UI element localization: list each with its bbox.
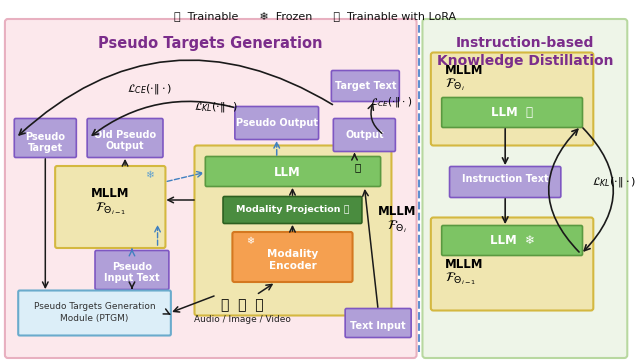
Text: 🎧  🏔  🎬: 🎧 🏔 🎬 [221, 298, 264, 312]
FancyBboxPatch shape [431, 53, 593, 146]
Text: LLM: LLM [274, 166, 301, 179]
FancyBboxPatch shape [95, 250, 169, 290]
Text: $\mathcal{F}_{\Theta_{i}}$: $\mathcal{F}_{\Theta_{i}}$ [445, 76, 465, 93]
FancyBboxPatch shape [87, 118, 163, 158]
Text: 🔥  Trainable      ❄  Frozen      💧  Trainable with LoRA: 🔥 Trainable ❄ Frozen 💧 Trainable with Lo… [174, 12, 456, 22]
Text: Pseudo: Pseudo [26, 132, 65, 142]
FancyBboxPatch shape [235, 106, 319, 139]
Text: MLLM: MLLM [91, 187, 129, 200]
Text: Pseudo Targets Generation: Pseudo Targets Generation [99, 36, 323, 51]
Text: MLLM: MLLM [445, 64, 484, 77]
Text: MLLM: MLLM [445, 258, 484, 271]
Text: Pseudo Targets Generation: Pseudo Targets Generation [34, 302, 156, 311]
FancyBboxPatch shape [442, 98, 582, 127]
Text: Target: Target [28, 143, 63, 153]
FancyBboxPatch shape [55, 166, 165, 248]
FancyBboxPatch shape [18, 290, 171, 335]
Text: $\mathcal{L}_{CE}(\cdot\|\cdot)$: $\mathcal{L}_{CE}(\cdot\|\cdot)$ [370, 95, 412, 109]
Text: Output: Output [106, 141, 145, 151]
Text: Module (PTGM): Module (PTGM) [60, 314, 129, 323]
FancyBboxPatch shape [332, 70, 399, 102]
Text: $\mathcal{L}_{CE}(\cdot\|\cdot)$: $\mathcal{L}_{CE}(\cdot\|\cdot)$ [127, 82, 172, 96]
Text: Pseudo Output: Pseudo Output [236, 118, 317, 128]
FancyBboxPatch shape [442, 225, 582, 256]
FancyBboxPatch shape [205, 156, 381, 187]
FancyBboxPatch shape [449, 167, 561, 197]
Text: 💧: 💧 [355, 162, 360, 172]
Text: LLM  💧: LLM 💧 [491, 106, 533, 119]
Text: $\mathcal{F}_{\Theta_{i-1}}$: $\mathcal{F}_{\Theta_{i-1}}$ [95, 200, 126, 217]
Text: ❄: ❄ [246, 236, 254, 246]
Text: MLLM: MLLM [378, 205, 416, 218]
Text: $\mathcal{L}_{KL}(\cdot\|\cdot)$: $\mathcal{L}_{KL}(\cdot\|\cdot)$ [195, 100, 239, 114]
Text: Text Input: Text Input [350, 321, 406, 331]
Text: LLM  ❄: LLM ❄ [490, 234, 534, 248]
Text: Target Text: Target Text [335, 81, 396, 91]
Text: $\mathcal{F}_{\Theta_{i}}$: $\mathcal{F}_{\Theta_{i}}$ [387, 218, 407, 234]
Text: Modality: Modality [267, 249, 318, 259]
FancyBboxPatch shape [232, 232, 353, 282]
Text: Encoder: Encoder [269, 261, 316, 271]
Text: $\mathcal{F}_{\Theta_{i-1}}$: $\mathcal{F}_{\Theta_{i-1}}$ [445, 270, 477, 286]
FancyBboxPatch shape [345, 309, 411, 338]
Text: Instruction Text: Instruction Text [462, 174, 548, 184]
FancyBboxPatch shape [223, 196, 362, 224]
Text: Old Pseudo: Old Pseudo [94, 130, 156, 140]
Text: $\mathcal{L}_{KL}(\cdot\|\cdot)$: $\mathcal{L}_{KL}(\cdot\|\cdot)$ [593, 175, 637, 189]
FancyBboxPatch shape [195, 146, 392, 315]
Text: Pseudo: Pseudo [112, 262, 152, 272]
FancyBboxPatch shape [5, 19, 417, 358]
FancyBboxPatch shape [333, 118, 396, 151]
FancyBboxPatch shape [14, 118, 76, 158]
Text: Instruction-based
Knowledge Distillation: Instruction-based Knowledge Distillation [436, 36, 613, 68]
Text: Output: Output [345, 130, 383, 140]
Text: Modality Projection 🔥: Modality Projection 🔥 [236, 205, 349, 215]
FancyBboxPatch shape [422, 19, 627, 358]
Text: ❄: ❄ [145, 170, 154, 180]
Text: Input Text: Input Text [104, 273, 160, 283]
Text: Audio / Image / Video: Audio / Image / Video [194, 315, 291, 324]
FancyBboxPatch shape [431, 217, 593, 310]
